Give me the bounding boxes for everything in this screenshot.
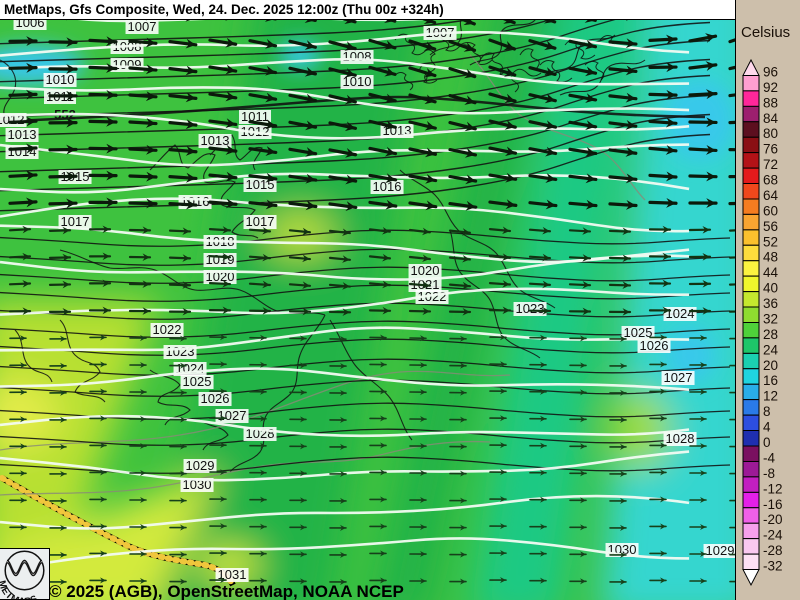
svg-text:80: 80 [763,126,778,141]
svg-text:-28: -28 [763,543,783,558]
svg-text:88: 88 [763,95,778,110]
svg-text:36: 36 [763,296,778,311]
svg-text:92: 92 [763,80,778,95]
svg-text:60: 60 [763,203,778,218]
svg-text:-20: -20 [763,512,783,527]
svg-text:-4: -4 [763,450,775,465]
svg-text:0: 0 [763,435,771,450]
svg-text:96: 96 [763,64,778,79]
svg-text:76: 76 [763,142,778,157]
svg-text:44: 44 [763,265,779,280]
svg-text:64: 64 [763,188,779,203]
svg-text:-32: -32 [763,559,783,574]
svg-text:-24: -24 [763,528,783,543]
svg-text:72: 72 [763,157,778,172]
svg-text:-12: -12 [763,481,783,496]
svg-text:-8: -8 [763,466,775,481]
svg-text:56: 56 [763,219,778,234]
svg-text:12: 12 [763,389,778,404]
svg-text:84: 84 [763,111,779,126]
svg-text:16: 16 [763,373,778,388]
svg-text:28: 28 [763,327,778,342]
svg-text:24: 24 [763,342,779,357]
svg-text:4: 4 [763,420,771,435]
svg-text:-16: -16 [763,497,783,512]
svg-text:40: 40 [763,281,778,296]
svg-text:48: 48 [763,250,778,265]
svg-text:32: 32 [763,311,778,326]
svg-text:20: 20 [763,358,778,373]
svg-text:8: 8 [763,404,771,419]
svg-text:68: 68 [763,173,778,188]
svg-text:52: 52 [763,234,778,249]
